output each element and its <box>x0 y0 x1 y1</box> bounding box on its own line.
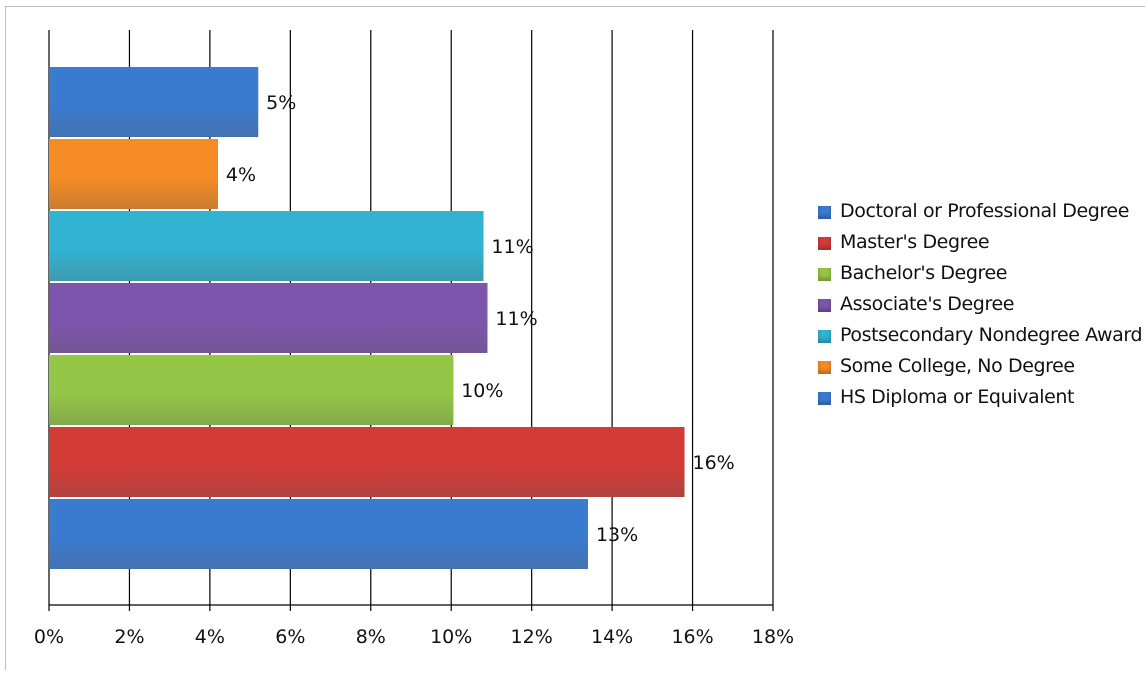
x-tick-label: 0% <box>34 626 64 648</box>
data-label: 4% <box>226 164 256 186</box>
legend: Doctoral or Professional Degree Master's … <box>818 196 1143 413</box>
data-label: 13% <box>596 524 638 546</box>
legend-item: Master's Degree <box>818 227 1143 258</box>
bar <box>49 211 484 281</box>
legend-label: Postsecondary Nondegree Award <box>840 324 1143 346</box>
bar <box>49 139 218 209</box>
x-tick-label: 2% <box>114 626 144 648</box>
bar <box>49 355 454 425</box>
data-label: 11% <box>495 308 537 330</box>
bar <box>49 283 488 353</box>
legend-item: Doctoral or Professional Degree <box>818 196 1143 227</box>
legend-item: Associate's Degree <box>818 289 1143 320</box>
data-label: 5% <box>266 92 296 114</box>
x-axis: 0% 2% 4% 6% 8% 10% 12% 14% 16% 18% <box>34 604 794 648</box>
bar <box>49 499 588 569</box>
legend-item: HS Diploma or Equivalent <box>818 382 1143 413</box>
x-tick-label: 4% <box>195 626 225 648</box>
legend-swatch <box>818 392 831 405</box>
legend-swatch <box>818 206 831 219</box>
legend-swatch <box>818 330 831 343</box>
x-tick-label: 14% <box>591 626 633 648</box>
legend-label: Doctoral or Professional Degree <box>840 200 1130 222</box>
bar <box>49 67 259 137</box>
data-label: 11% <box>491 236 533 258</box>
legend-swatch <box>818 237 831 250</box>
legend-label: Bachelor's Degree <box>840 262 1008 284</box>
legend-swatch <box>818 299 831 312</box>
legend-item: Some College, No Degree <box>818 351 1143 382</box>
bar <box>49 427 685 497</box>
x-tick-label: 10% <box>430 626 472 648</box>
x-tick-label: 8% <box>356 626 386 648</box>
legend-label: Associate's Degree <box>840 293 1015 315</box>
bars: 13% 16% 10% 11% 11% 4% 5% <box>49 67 735 569</box>
legend-label: Master's Degree <box>840 231 990 253</box>
x-tick-label: 16% <box>671 626 713 648</box>
x-tick-label: 6% <box>275 626 305 648</box>
legend-item: Postsecondary Nondegree Award <box>818 320 1143 351</box>
legend-swatch <box>818 361 831 374</box>
legend-label: HS Diploma or Equivalent <box>840 386 1075 408</box>
chart-frame <box>5 6 1145 670</box>
data-label: 16% <box>693 452 735 474</box>
legend-item: Bachelor's Degree <box>818 258 1143 289</box>
legend-label: Some College, No Degree <box>840 355 1075 377</box>
x-tick-label: 12% <box>511 626 553 648</box>
legend-swatch <box>818 268 831 281</box>
data-label: 10% <box>461 380 503 402</box>
x-tick-label: 18% <box>752 626 794 648</box>
